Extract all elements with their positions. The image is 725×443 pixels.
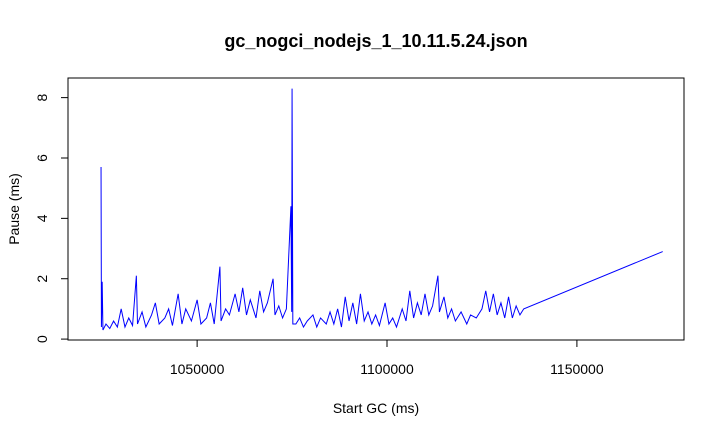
data-line [100,88,663,331]
x-tick-label: 1150000 [550,361,604,377]
chart-title: gc_nogci_nodejs_1_10.11.5.24.json [224,31,527,51]
x-tick-label: 1050000 [170,361,225,377]
y-tick-label: 8 [34,94,50,102]
x-tick-label: 1100000 [360,361,414,377]
y-tick-label: 4 [34,214,50,222]
y-tick-label: 0 [34,335,50,343]
x-axis-label: Start GC (ms) [333,400,419,416]
plot-frame [67,77,685,341]
y-tick-label: 2 [34,275,50,283]
y-tick-label: 6 [34,154,50,162]
y-axis-label: Pause (ms) [6,173,22,245]
